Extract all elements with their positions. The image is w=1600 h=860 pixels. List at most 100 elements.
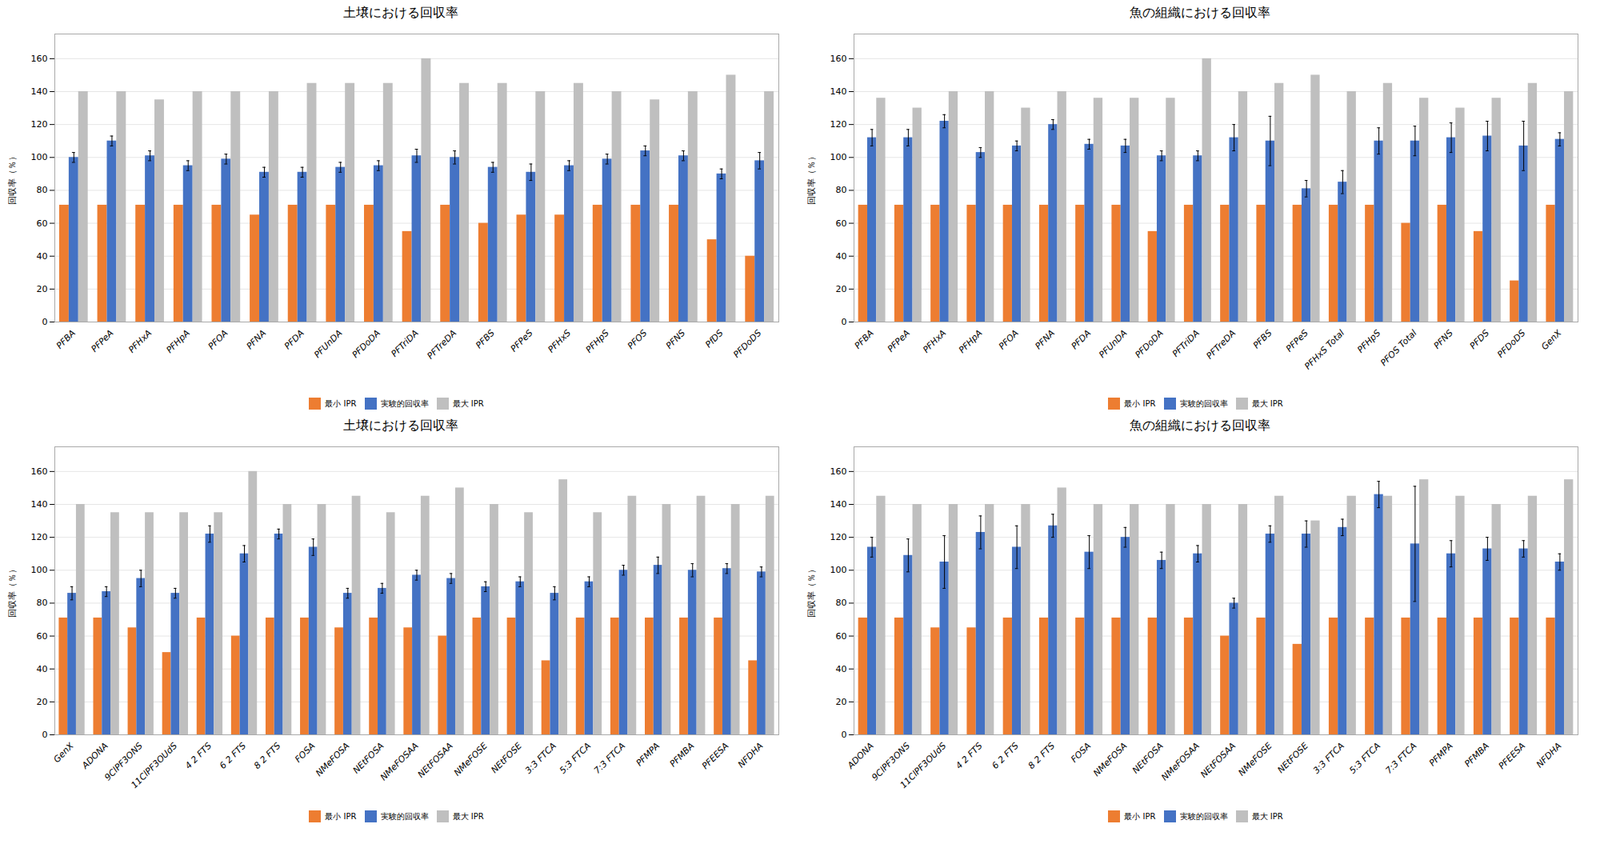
svg-text:5:3 FTCA: 5:3 FTCA: [557, 740, 593, 776]
svg-text:60: 60: [36, 218, 48, 229]
svg-text:PFBA: PFBA: [54, 328, 78, 352]
svg-text:回収率（％）: 回収率（％）: [806, 564, 817, 618]
svg-text:140: 140: [830, 86, 848, 97]
svg-text:3:3 FTCA: 3:3 FTCA: [523, 740, 559, 776]
svg-text:PfDS: PfDS: [703, 328, 726, 351]
svg-text:NEtFOSAA: NEtFOSAA: [1198, 740, 1238, 780]
svg-text:NMeFOSA: NMeFOSA: [313, 740, 352, 779]
svg-text:4 2 FTS: 4 2 FTS: [953, 740, 984, 772]
svg-text:140: 140: [31, 86, 48, 97]
svg-text:NEtFOSE: NEtFOSE: [1275, 740, 1310, 776]
svg-text:PFDoDS: PFDoDS: [731, 328, 764, 360]
svg-text:PFHxA: PFHxA: [126, 328, 154, 356]
svg-text:PFNA: PFNA: [244, 328, 268, 352]
svg-text:160: 160: [31, 466, 48, 477]
svg-text:回収率（％）: 回収率（％）: [7, 152, 18, 205]
svg-text:PFDA: PFDA: [282, 328, 307, 352]
svg-text:PFDS: PFDS: [1468, 328, 1492, 352]
svg-text:PFMPA: PFMPA: [1427, 740, 1456, 769]
svg-text:PFUnDA: PFUnDA: [312, 328, 344, 360]
svg-text:6 2 FTS: 6 2 FTS: [990, 740, 1021, 772]
svg-text:40: 40: [36, 251, 48, 262]
svg-text:NMeFOSAA: NMeFOSAA: [1159, 740, 1202, 784]
svg-text:80: 80: [36, 597, 48, 608]
svg-text:NMeFOSAA: NMeFOSAA: [378, 740, 421, 784]
svg-text:PFHxS: PFHxS: [545, 328, 573, 356]
svg-text:PFNA: PFNA: [1032, 328, 1056, 352]
svg-text:NMeFOSE: NMeFOSE: [452, 740, 490, 779]
svg-text:PFNS: PFNS: [664, 328, 688, 352]
svg-text:100: 100: [31, 152, 48, 163]
svg-text:140: 140: [830, 499, 848, 510]
svg-text:PFDoDA: PFDoDA: [350, 328, 383, 360]
svg-text:20: 20: [36, 696, 48, 708]
svg-text:PFPeA: PFPeA: [88, 328, 116, 355]
svg-text:PFHpA: PFHpA: [164, 328, 192, 356]
svg-text:回収率（％）: 回収率（％）: [806, 152, 817, 205]
svg-text:GenX: GenX: [1539, 327, 1564, 352]
svg-text:11ClPF3OUdS: 11ClPF3OUdS: [128, 740, 179, 791]
svg-text:5:3 FTCA: 5:3 FTCA: [1347, 740, 1383, 776]
svg-text:PFEESA: PFEESA: [700, 740, 731, 772]
svg-text:120: 120: [31, 119, 48, 130]
svg-text:0: 0: [42, 316, 48, 328]
svg-text:PFTreDA: PFTreDA: [1204, 328, 1238, 362]
svg-text:PFPeS: PFPeS: [508, 328, 536, 355]
svg-text:11ClPF3OUdS: 11ClPF3OUdS: [898, 740, 948, 791]
svg-text:PFPeA: PFPeA: [885, 328, 912, 355]
svg-text:PFMBA: PFMBA: [668, 740, 697, 770]
svg-text:60: 60: [836, 218, 848, 229]
svg-text:100: 100: [31, 564, 48, 576]
svg-text:100: 100: [830, 564, 848, 576]
svg-text:FOSA: FOSA: [1068, 740, 1093, 765]
svg-text:120: 120: [830, 119, 848, 130]
svg-text:0: 0: [841, 729, 848, 740]
svg-text:40: 40: [836, 251, 848, 262]
svg-text:PFNS: PFNS: [1432, 328, 1456, 352]
svg-text:40: 40: [836, 664, 848, 675]
svg-text:PFHxS Total: PFHxS Total: [1302, 328, 1347, 372]
svg-text:8 2 FTS: 8 2 FTS: [252, 740, 283, 772]
svg-text:PFMPA: PFMPA: [634, 740, 663, 769]
svg-text:回収率（％）: 回収率（％）: [7, 564, 18, 618]
svg-text:NEtFOSA: NEtFOSA: [351, 740, 387, 776]
svg-text:60: 60: [836, 631, 848, 642]
svg-text:80: 80: [36, 184, 48, 196]
svg-text:6 2 FTS: 6 2 FTS: [217, 740, 248, 772]
svg-text:40: 40: [36, 664, 48, 675]
svg-text:120: 120: [830, 532, 848, 543]
svg-text:PFHpS: PFHpS: [1355, 328, 1383, 356]
svg-text:140: 140: [31, 499, 48, 510]
svg-text:PFBS: PFBS: [473, 328, 497, 352]
svg-text:PFOS: PFOS: [625, 328, 649, 352]
svg-text:PFHpS: PFHpS: [584, 328, 612, 356]
svg-text:20: 20: [836, 696, 848, 708]
svg-text:160: 160: [31, 53, 48, 64]
svg-text:PFEESA: PFEESA: [1496, 740, 1528, 772]
svg-text:FOSA: FOSA: [292, 740, 317, 765]
svg-text:NMeFOSA: NMeFOSA: [1091, 740, 1129, 779]
svg-text:NEtFOSA: NEtFOSA: [1130, 740, 1166, 776]
svg-text:20: 20: [836, 284, 848, 295]
svg-text:160: 160: [830, 466, 848, 477]
svg-text:4 2 FTS: 4 2 FTS: [183, 740, 214, 772]
svg-text:80: 80: [836, 597, 848, 608]
svg-text:NEtFOSE: NEtFOSE: [488, 740, 524, 776]
svg-text:ADONA: ADONA: [79, 740, 110, 772]
svg-text:PFOA: PFOA: [996, 328, 1021, 352]
svg-text:7:3 FTCA: 7:3 FTCA: [592, 740, 628, 776]
svg-text:PFOS Total: PFOS Total: [1378, 328, 1419, 368]
svg-text:ADONA: ADONA: [844, 740, 876, 772]
svg-text:0: 0: [42, 729, 48, 740]
svg-text:3:3 FTCA: 3:3 FTCA: [1311, 740, 1347, 776]
svg-text:PFTreDA: PFTreDA: [424, 328, 459, 362]
svg-text:NFDHA: NFDHA: [736, 740, 766, 771]
svg-text:PFBS: PFBS: [1251, 328, 1275, 352]
svg-text:100: 100: [830, 152, 848, 163]
svg-text:PFDoDA: PFDoDA: [1132, 328, 1165, 360]
svg-text:PFBA: PFBA: [852, 328, 876, 352]
svg-text:8 2 FTS: 8 2 FTS: [1026, 740, 1057, 772]
svg-text:NMeFOSE: NMeFOSE: [1236, 740, 1275, 779]
svg-text:PFDA: PFDA: [1069, 328, 1094, 352]
svg-text:PFUnDA: PFUnDA: [1096, 328, 1129, 360]
